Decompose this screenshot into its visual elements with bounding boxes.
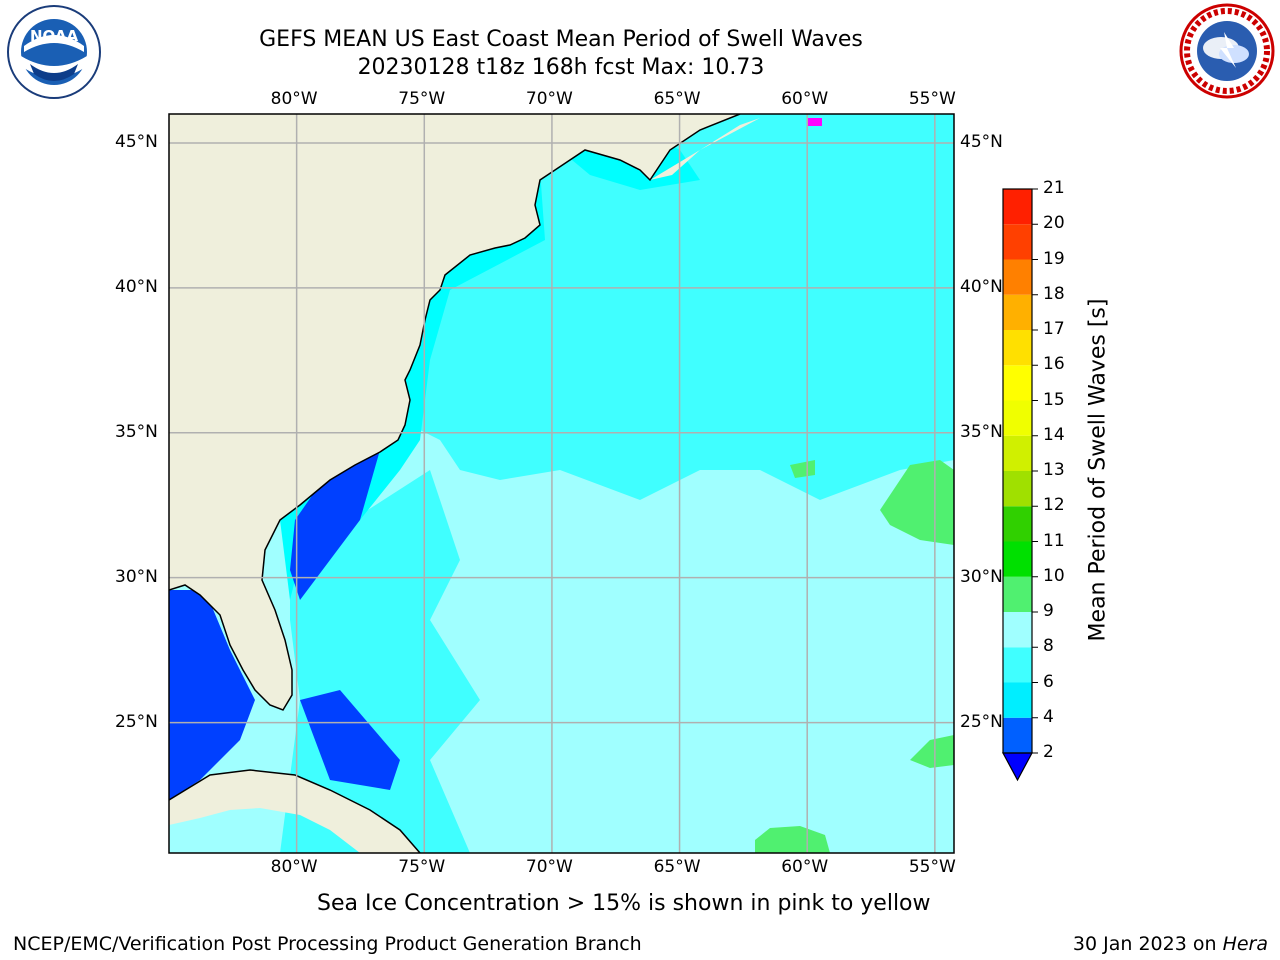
colorbar-tick-label: 13 (1043, 460, 1065, 480)
footer-date: 30 Jan 2023 on (1072, 933, 1217, 955)
lon-tick-label-top: 80°W (270, 89, 318, 109)
lat-tick-label-right: 30°N (960, 566, 1003, 587)
colorbar-tick-label: 8 (1043, 636, 1054, 657)
colorbar-segment (1003, 717, 1032, 753)
colorbar-tick-label: 6 (1043, 671, 1054, 692)
lat-tick-label-left: 45°N (115, 131, 158, 152)
colorbar-segment (1003, 259, 1032, 295)
chart-title: GEFS MEAN US East Coast Mean Period of S… (259, 27, 863, 52)
colorbar-tick-label: 19 (1043, 248, 1065, 269)
colorbar-segment (1003, 400, 1032, 436)
swell-2-4-georgia (290, 450, 380, 600)
colorbar-segment (1003, 647, 1032, 683)
land-cuba (169, 770, 420, 853)
lon-tick-label-bottom: 75°W (398, 857, 446, 877)
lat-tick-label-left: 35°N (115, 421, 158, 442)
colorbar-tick-label: 4 (1043, 706, 1054, 727)
colorbar-segment (1003, 435, 1032, 471)
noaa-logo-icon: NOAA (7, 5, 101, 99)
colorbar-segment (1003, 330, 1032, 366)
lat-tick-label-right: 40°N (960, 276, 1003, 297)
colorbar-tick-label: 12 (1043, 495, 1065, 516)
colorbar-segment (1003, 682, 1032, 718)
colorbar-segment (1003, 541, 1032, 577)
colorbar-segment (1003, 506, 1032, 542)
land-us-east-coast (169, 114, 740, 710)
coastline-cuba (169, 769, 421, 853)
chart-subtitle: 20230128 t18z 168h fcst Max: 10.73 (357, 55, 765, 80)
land-nova-scotia (650, 118, 760, 180)
colorbar-tick-label: 18 (1043, 283, 1065, 304)
lat-tick-label-right: 35°N (960, 421, 1003, 442)
swell-9-10-south (755, 826, 830, 853)
noaa-logo-text: NOAA (30, 27, 79, 45)
colorbar-tick-label: 9 (1043, 601, 1054, 621)
colorbar-tick-label: 14 (1043, 424, 1065, 445)
lon-tick-label-bottom: 60°W (781, 857, 829, 877)
sea-ice-caption: Sea Ice Concentration > 15% is shown in … (317, 891, 931, 916)
colorbar-tick-label: 17 (1043, 319, 1065, 339)
colorbar-segment (1003, 612, 1032, 648)
footer-machine: Hera (1222, 933, 1268, 955)
lon-tick-label-top: 70°W (525, 89, 573, 109)
lon-tick-label-top: 65°W (653, 89, 701, 109)
colorbar-segment (1003, 365, 1032, 401)
swell-9-10-patch (790, 460, 815, 478)
colorbar-segment (1003, 224, 1032, 260)
lat-tick-label-right: 25°N (960, 711, 1003, 732)
colorbar-tick-label: 2 (1043, 742, 1054, 762)
colorbar-tick-label: 21 (1043, 178, 1065, 198)
colorbar-tick-label: 15 (1043, 389, 1065, 410)
colorbar-tick-label: 11 (1043, 530, 1065, 551)
nws-logo-icon (1179, 3, 1275, 99)
lon-tick-label-top: 55°W (908, 89, 956, 109)
lat-tick-label-left: 30°N (115, 566, 158, 587)
lon-tick-label-bottom: 80°W (270, 857, 318, 877)
colorbar-segment (1003, 189, 1032, 225)
swell-9-10-se (910, 735, 954, 768)
lat-tick-label-left: 40°N (115, 276, 158, 297)
lon-tick-label-top: 75°W (398, 89, 446, 109)
swell-2-4-bahamas (300, 690, 400, 790)
colorbar-segment (1003, 471, 1032, 507)
footer-left: NCEP/EMC/Verification Post Processing Pr… (13, 933, 642, 955)
colorbar-tick-label: 20 (1043, 213, 1065, 234)
coastline (169, 114, 741, 711)
colorbar-tick-label: 16 (1043, 354, 1065, 375)
lon-tick-label-bottom: 55°W (908, 857, 956, 877)
lat-tick-label-left: 25°N (115, 711, 158, 732)
lon-tick-label-top: 60°W (781, 89, 829, 109)
footer-right: 30 Jan 2023 on Hera (1073, 933, 1268, 955)
lat-tick-label-right: 45°N (960, 131, 1003, 152)
swell-2-4-gulf (169, 590, 255, 800)
lon-tick-label-bottom: 70°W (525, 857, 573, 877)
colorbar-segment (1003, 576, 1032, 612)
sea-ice-mark (808, 118, 822, 126)
colorbar-segment (1003, 294, 1032, 330)
lon-tick-label-bottom: 65°W (653, 857, 701, 877)
map-frame (168, 113, 955, 854)
map-field (169, 114, 954, 853)
swell-6-8-north (420, 114, 954, 500)
colorbar-extend-arrow (1001, 752, 1034, 782)
colorbar-label: Mean Period of Swell Waves [s] (1085, 298, 1111, 642)
colorbar-tick-label: 10 (1043, 565, 1065, 586)
